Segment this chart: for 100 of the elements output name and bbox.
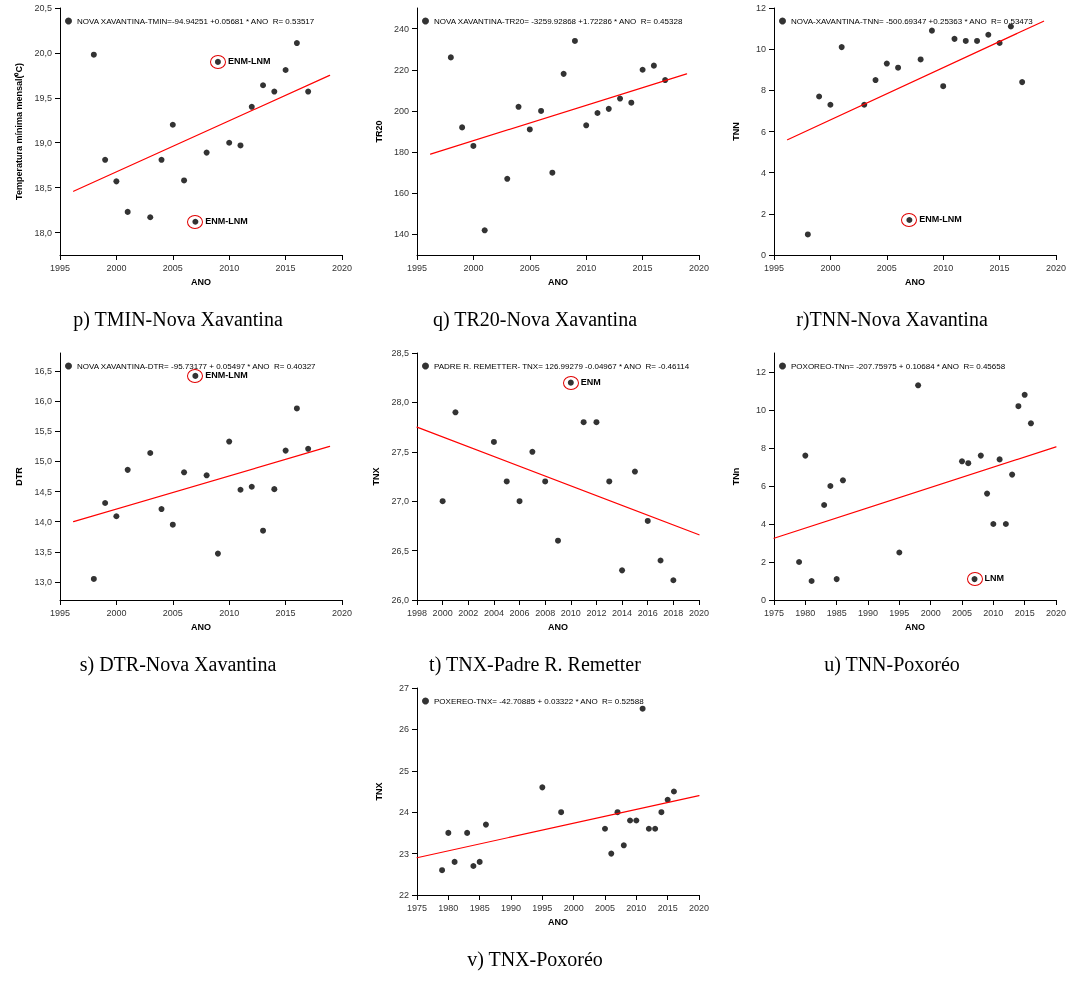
point <box>464 829 471 836</box>
x-axis-title: ANO <box>548 276 568 287</box>
point <box>1015 403 1022 410</box>
point <box>928 27 935 34</box>
x-tick-label: 2012 <box>586 607 607 618</box>
x-tick-label: 1995 <box>49 262 71 273</box>
point <box>482 821 489 828</box>
point <box>445 829 452 836</box>
x-tick-label: 2010 <box>219 607 240 618</box>
point <box>804 231 811 238</box>
x-tick-label: 2000 <box>920 607 941 618</box>
y-tick-label: 12 <box>755 367 766 377</box>
point <box>670 577 677 584</box>
point <box>476 858 483 865</box>
point <box>872 77 879 84</box>
x-tick-label: 2004 <box>483 607 504 618</box>
point <box>594 109 601 116</box>
x-tick-label: 2020 <box>1045 262 1067 273</box>
y-tick-label: 16,5 <box>34 366 52 377</box>
x-axis-title: ANO <box>548 916 568 927</box>
point <box>560 70 567 77</box>
point <box>439 498 446 505</box>
point <box>260 82 267 89</box>
y-tick-label: 26 <box>398 724 409 735</box>
point <box>282 66 289 73</box>
point <box>539 784 546 791</box>
point <box>895 64 902 71</box>
x-tick-label: 2020 <box>331 607 353 618</box>
point <box>940 83 947 90</box>
x-tick-label: 1985 <box>826 607 847 618</box>
y-tick-label: 14,5 <box>34 486 52 497</box>
y-tick-label: 22 <box>398 890 409 900</box>
text: q) TR20-Nova Xavantina <box>432 308 638 331</box>
y-tick-label: 10 <box>755 405 766 415</box>
point <box>158 506 165 513</box>
y-tick-label: 10 <box>755 44 766 55</box>
point <box>542 478 549 485</box>
text: t) TNX-Padre R. Remetter <box>429 653 642 676</box>
x-axis-title: ANO <box>191 276 211 287</box>
y-axis-title: TNX <box>371 467 382 486</box>
point <box>670 788 677 795</box>
x-tick-label: 1995 <box>889 607 910 618</box>
y-tick-label: 20,0 <box>34 47 52 58</box>
y-axis-title: TNn <box>730 467 741 486</box>
y-tick-label: 220 <box>393 64 409 75</box>
x-tick-label: 1998 <box>406 607 428 618</box>
point <box>481 227 488 234</box>
y-tick-label: 180 <box>393 147 409 158</box>
annotation: ENM-LNM <box>205 369 248 380</box>
point <box>839 477 846 484</box>
legend-label: NOVA-XAVANTINA-TNN= -500.69347 +0.25363 * ANO R= 0.53473 <box>791 16 1034 26</box>
point <box>459 124 466 131</box>
x-tick-label: 2018 <box>663 607 684 618</box>
x-tick-label: 2010 <box>626 902 647 913</box>
point <box>645 825 652 832</box>
point <box>620 842 627 849</box>
point <box>593 419 600 426</box>
x-tick-label: 2020 <box>331 262 353 273</box>
x-tick-label: 1990 <box>500 902 522 913</box>
x-tick-label: 2015 <box>989 262 1010 273</box>
y-tick-label: 12 <box>755 3 766 13</box>
point <box>1009 471 1016 478</box>
x-tick-label: 1980 <box>438 902 459 913</box>
x-tick-label: 2015 <box>1014 607 1035 618</box>
point <box>515 103 522 110</box>
y-tick-label: 28,5 <box>391 348 409 358</box>
point <box>602 825 608 832</box>
point <box>504 175 511 182</box>
y-tick-label: 13,5 <box>34 546 52 557</box>
x-tick-label: 2005 <box>162 607 183 618</box>
point <box>248 483 255 490</box>
x-tick-label: 2016 <box>637 607 658 618</box>
point <box>214 550 221 557</box>
x-tick-label: 2008 <box>535 607 556 618</box>
point <box>439 867 446 874</box>
point <box>627 817 634 824</box>
point <box>816 93 823 100</box>
x-tick-label: 1975 <box>763 607 785 618</box>
y-tick-label: 140 <box>393 229 409 240</box>
point <box>657 557 664 564</box>
point <box>951 35 958 42</box>
point <box>984 490 991 497</box>
point <box>808 578 815 584</box>
y-tick-label: 160 <box>393 188 409 199</box>
x-axis-title: ANO <box>191 621 211 632</box>
y-tick-label: 25 <box>398 765 409 776</box>
y-tick-label: 6 <box>760 126 766 137</box>
point <box>827 101 834 108</box>
point <box>652 825 659 832</box>
point <box>113 178 120 185</box>
y-tick-label: 23 <box>398 848 409 859</box>
x-tick-label: 1975 <box>406 902 428 913</box>
x-tick-label: 2014 <box>612 607 633 618</box>
x-tick-label: 2000 <box>106 607 127 618</box>
y-axis-title: TNX <box>373 782 384 801</box>
point <box>833 576 840 583</box>
point <box>915 382 922 389</box>
point <box>490 438 497 445</box>
y-tick-label: 27,5 <box>391 446 409 457</box>
x-tick-label: 2000 <box>106 262 127 273</box>
